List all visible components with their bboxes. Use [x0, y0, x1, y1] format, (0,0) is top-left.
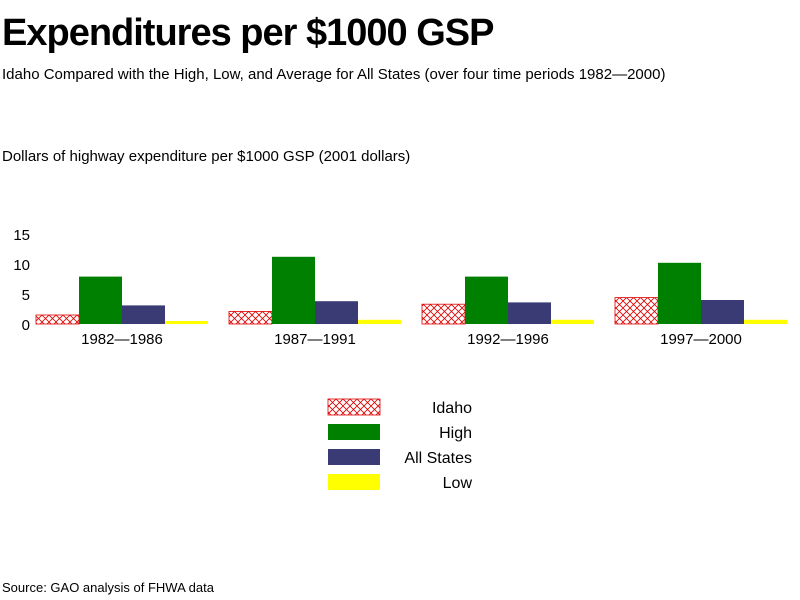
bar-idaho-4 [614, 297, 659, 325]
bar-idaho-1 [35, 314, 80, 325]
legend-swatch-all-states [328, 449, 380, 465]
legend-swatch-idaho [327, 398, 381, 416]
bar-all-states-4 [701, 300, 744, 324]
y-tick-label: 10 [13, 257, 30, 274]
bar-low-4 [744, 319, 787, 324]
y-tick-label: 15 [13, 227, 30, 244]
x-tick-layer: 1982—1986 1987—1991 1992—1996 1997—2000 [81, 331, 742, 348]
bar-high-2 [272, 256, 315, 324]
bar-high-1 [79, 276, 122, 324]
y-tick-label: 5 [22, 287, 30, 304]
bar-low-2 [358, 319, 401, 324]
bar-high-3 [465, 276, 508, 324]
bar-low-1 [165, 321, 208, 324]
bar-all-states-2 [315, 301, 358, 324]
y-tick-label: 0 [22, 317, 30, 334]
x-tick-label: 1987—1991 [274, 331, 356, 348]
bar-high-4 [658, 262, 701, 324]
y-axis-label: Dollars of highway expenditure per $1000… [2, 148, 411, 165]
source-note: Source: GAO analysis of FHWA data [2, 580, 214, 595]
legend-label-low: Low [443, 475, 473, 492]
legend-swatch-low [328, 474, 380, 490]
bar-all-states-3 [508, 302, 551, 324]
x-tick-label: 1992—1996 [467, 331, 549, 348]
legend-label-idaho: Idaho [432, 400, 472, 417]
legend-label-all-states: All States [404, 450, 472, 467]
legend-label-high: High [439, 425, 472, 442]
bars-layer [35, 256, 787, 325]
chart-title: Expenditures per $1000 GSP [2, 12, 494, 54]
bar-idaho-3 [421, 303, 466, 325]
legend: Idaho High All States Low [327, 398, 473, 492]
y-tick-layer: 0 5 10 15 [13, 227, 30, 334]
bar-low-3 [551, 319, 594, 324]
chart-subtitle: Idaho Compared with the High, Low, and A… [2, 66, 666, 83]
bar-all-states-1 [122, 305, 165, 324]
x-tick-label: 1982—1986 [81, 331, 163, 348]
x-tick-label: 1997—2000 [660, 331, 742, 348]
legend-swatch-high [328, 424, 380, 440]
bar-idaho-2 [228, 310, 273, 325]
